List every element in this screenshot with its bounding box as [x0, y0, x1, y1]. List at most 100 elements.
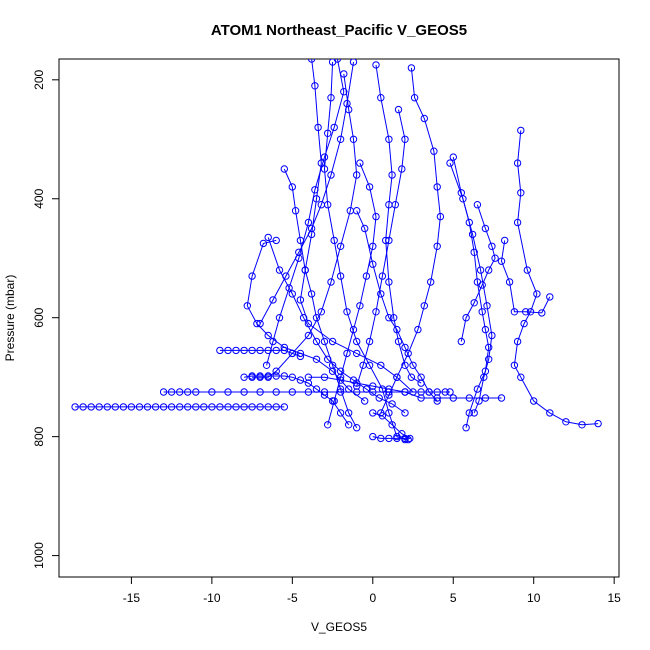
data-point	[353, 382, 361, 390]
series-5	[377, 64, 445, 417]
data-point	[327, 94, 335, 102]
data-point	[393, 373, 401, 381]
data-point	[272, 403, 280, 411]
data-point	[427, 278, 435, 286]
data-point	[328, 361, 337, 369]
data-point	[369, 409, 377, 417]
x-tick-label: 15	[607, 591, 621, 605]
data-point	[385, 385, 393, 393]
series-16	[369, 409, 414, 443]
data-point	[248, 272, 256, 280]
data-point	[103, 403, 112, 411]
data-point	[401, 361, 409, 369]
data-point	[167, 388, 176, 396]
data-point	[280, 165, 288, 173]
data-point	[393, 325, 401, 334]
data-point	[530, 397, 538, 405]
data-point	[369, 432, 377, 441]
series-line	[460, 204, 496, 342]
data-point	[296, 376, 305, 384]
series-line	[356, 210, 438, 402]
data-point	[307, 224, 316, 233]
data-point	[533, 290, 541, 298]
data-point	[377, 361, 385, 369]
data-point	[510, 308, 519, 316]
series-20	[446, 159, 496, 417]
data-point	[353, 349, 361, 358]
data-point	[353, 207, 361, 215]
data-point	[151, 403, 160, 411]
data-point	[401, 135, 409, 144]
data-point	[385, 135, 393, 144]
data-point	[473, 201, 482, 209]
data-point	[465, 394, 473, 402]
data-point	[361, 397, 369, 405]
data-point	[248, 372, 256, 380]
data-point	[385, 314, 393, 322]
data-point	[295, 248, 303, 257]
data-point	[127, 403, 136, 411]
data-point	[330, 397, 338, 405]
data-point	[192, 388, 200, 396]
data-point	[256, 346, 264, 355]
data-point	[375, 394, 383, 402]
series-line	[283, 168, 358, 428]
data-point	[87, 403, 95, 411]
data-point	[349, 135, 358, 144]
data-point	[433, 394, 441, 402]
series-9	[280, 165, 361, 432]
data-point	[353, 171, 361, 179]
data-point	[259, 239, 268, 248]
data-point	[291, 207, 300, 215]
data-point	[356, 159, 364, 167]
data-point	[330, 123, 338, 132]
data-point	[159, 388, 168, 396]
data-point	[420, 302, 428, 310]
data-point	[365, 183, 374, 191]
data-point	[208, 403, 216, 411]
data-point	[378, 272, 387, 280]
data-point	[476, 266, 485, 274]
data-point	[372, 61, 380, 69]
data-point	[288, 290, 296, 298]
data-point	[324, 421, 332, 429]
data-point	[324, 355, 332, 363]
data-point	[111, 403, 120, 411]
series-line	[266, 59, 345, 366]
data-point	[473, 385, 482, 393]
data-point	[468, 230, 477, 239]
series-line	[259, 61, 354, 324]
data-point	[79, 403, 87, 411]
data-point	[505, 278, 514, 286]
data-point	[232, 403, 240, 411]
data-point	[523, 266, 531, 274]
data-point	[522, 308, 530, 316]
series-layer	[71, 59, 602, 444]
series-12	[159, 388, 454, 396]
data-point	[256, 388, 264, 396]
x-tick-label: -10	[203, 591, 221, 605]
data-point	[578, 421, 586, 429]
x-axis: -15 -10 -5 0 5 10 15	[123, 577, 621, 605]
data-point	[594, 419, 602, 428]
data-point	[470, 299, 478, 307]
data-point	[71, 403, 79, 411]
data-point	[362, 272, 371, 280]
data-point	[343, 99, 351, 108]
data-point	[377, 94, 385, 102]
data-point	[462, 424, 470, 432]
series-11	[216, 346, 305, 361]
data-point	[407, 373, 416, 381]
data-point	[280, 372, 288, 380]
data-point	[393, 434, 401, 443]
series-19	[497, 236, 554, 317]
y-tick-label: 600	[32, 307, 46, 327]
data-point	[296, 296, 305, 304]
data-point	[390, 314, 398, 322]
data-point	[510, 361, 519, 369]
data-point	[398, 165, 406, 173]
data-point	[343, 349, 351, 358]
series-23	[353, 105, 409, 390]
data-point	[192, 403, 200, 411]
series-line	[372, 412, 412, 439]
